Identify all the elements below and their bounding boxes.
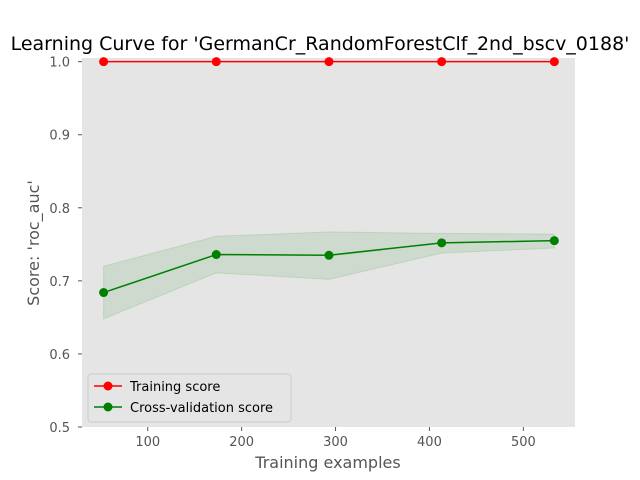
y-tick-label: 0.9 bbox=[49, 129, 70, 144]
x-tick-label: 400 bbox=[417, 435, 442, 450]
cross-validation-score-point bbox=[211, 250, 221, 260]
legend-marker-training bbox=[103, 381, 113, 391]
training-score-point bbox=[211, 57, 221, 67]
training-score-point bbox=[99, 57, 109, 67]
cross-validation-score-point bbox=[99, 288, 109, 298]
training-score-point bbox=[324, 57, 334, 67]
x-tick-label: 500 bbox=[511, 435, 536, 450]
y-tick-label: 0.8 bbox=[49, 202, 70, 217]
cross-validation-score-point bbox=[549, 236, 559, 246]
y-tick-label: 0.6 bbox=[49, 348, 70, 363]
training-score-point bbox=[437, 57, 447, 67]
legend: Training score Cross-validation score bbox=[87, 373, 292, 423]
cross-validation-score-point bbox=[437, 238, 447, 248]
x-axis-label: Training examples bbox=[254, 453, 400, 472]
legend-marker-cross-validation bbox=[103, 402, 113, 412]
y-axis-ticks: 0.5 0.6 0.7 0.8 0.9 1.0 bbox=[49, 56, 82, 436]
score-markers bbox=[99, 57, 559, 298]
y-axis-label: Score: 'roc_auc' bbox=[24, 180, 44, 306]
training-score-point bbox=[549, 57, 559, 67]
x-tick-label: 100 bbox=[135, 435, 160, 450]
x-tick-label: 300 bbox=[323, 435, 348, 450]
legend-frame bbox=[87, 373, 292, 423]
y-tick-label: 1.0 bbox=[49, 56, 70, 71]
y-tick-label: 0.7 bbox=[49, 275, 70, 290]
chart-title: Learning Curve for 'GermanCr_RandomFores… bbox=[11, 33, 630, 55]
cross-validation-score-point bbox=[324, 250, 334, 260]
y-tick-label: 0.5 bbox=[49, 421, 70, 436]
legend-label-cross-validation: Cross-validation score bbox=[130, 401, 273, 416]
x-tick-label: 200 bbox=[229, 435, 254, 450]
legend-label-training: Training score bbox=[129, 380, 220, 395]
x-axis-ticks: 100 200 300 400 500 bbox=[135, 427, 536, 450]
